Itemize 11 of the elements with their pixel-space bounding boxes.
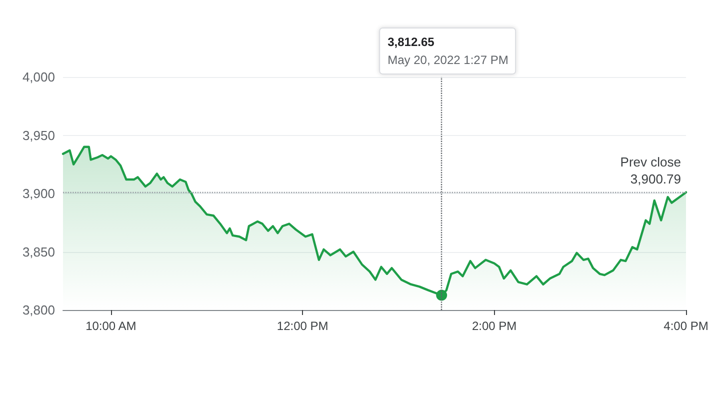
ref-line-label: Prev close 3,900.79	[620, 154, 681, 187]
y-tick-label: 3,950	[22, 128, 55, 143]
x-tick-label: 4:00 PM	[664, 319, 708, 333]
y-tick-label: 3,900	[22, 186, 55, 201]
x-tick-label: 12:00 PM	[276, 319, 328, 333]
y-tick-label: 3,800	[22, 302, 55, 318]
y-tick-label: 4,000	[22, 70, 55, 84]
text: 3,812.65 May 20, 2022 1:27 PM	[388, 35, 508, 67]
x-tick-label: 10:00 AM	[86, 319, 136, 333]
x-tick-label: 2:00 PM	[472, 319, 517, 333]
y-tick-label: 3,850	[22, 244, 55, 260]
